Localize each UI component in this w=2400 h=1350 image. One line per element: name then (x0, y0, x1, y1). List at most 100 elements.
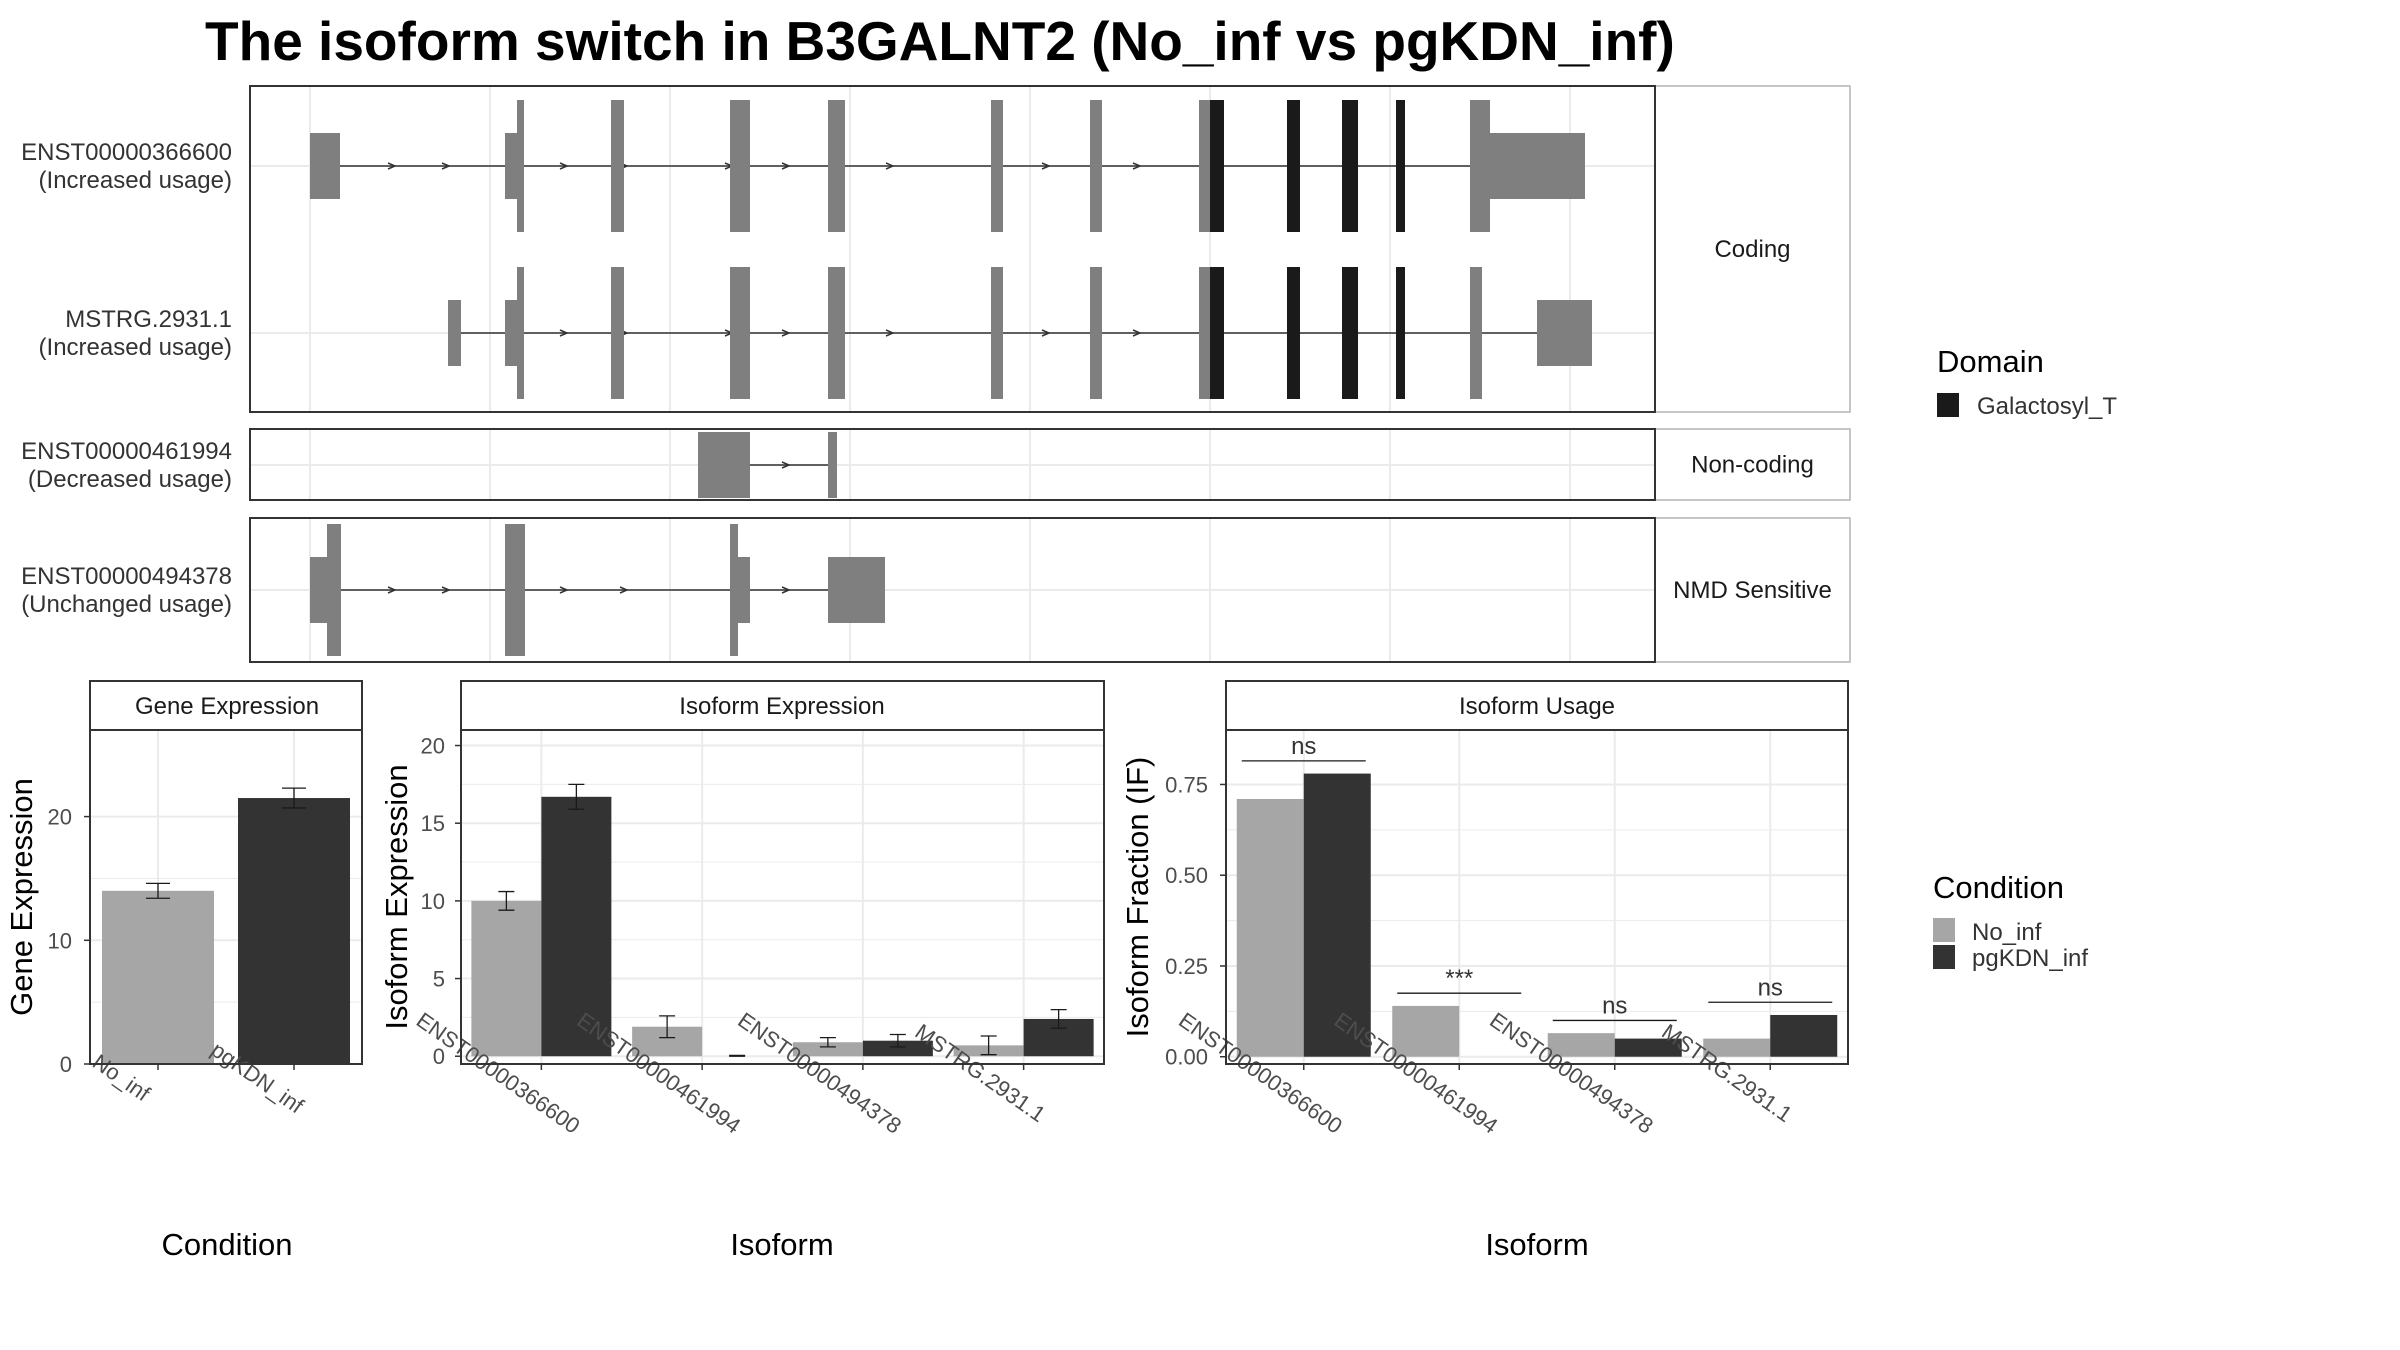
direction-arrow (781, 586, 791, 594)
direction-arrow (781, 461, 791, 469)
domain-exon (1396, 100, 1405, 232)
condition-legend-title: Condition (1933, 870, 2064, 905)
significance-label: *** (1445, 965, 1473, 992)
direction-arrow (1041, 329, 1051, 337)
significance-annotation: ns (1552, 992, 1677, 1022)
bar (1703, 1038, 1771, 1057)
domain-exon (1287, 100, 1300, 232)
domain-legend-title: Domain (1937, 344, 2044, 379)
y-tick-label: 20 (48, 805, 72, 830)
chart-panel-1: 05101520ENST00000366600ENST00000461994EN… (379, 680, 1105, 1262)
direction-arrow (619, 586, 629, 594)
bar (471, 900, 542, 1057)
isoform-usage-label: (Increased usage) (39, 167, 232, 194)
isoform-name-label: MSTRG.2931.1 (65, 306, 232, 333)
facet-background (250, 86, 1655, 412)
exon (828, 432, 837, 498)
isoform-usage-label: (Decreased usage) (28, 466, 232, 493)
exon (1090, 100, 1102, 232)
y-tick-label: 20 (421, 734, 445, 759)
exon (327, 524, 341, 656)
facet-frame (249, 85, 1656, 413)
direction-arrow (1132, 329, 1142, 337)
condition-legend-label-pgkdn-inf: pgKDN_inf (1972, 945, 2088, 972)
chart-title: Isoform Usage (1459, 693, 1615, 720)
exon (1090, 267, 1102, 399)
exon (730, 524, 738, 656)
y-axis-title: Isoform Expression (379, 764, 414, 1029)
exon (505, 133, 519, 199)
domain-exon (1210, 100, 1224, 232)
error-bar (282, 787, 306, 809)
exon (730, 267, 750, 399)
error-bar (980, 1035, 997, 1056)
exon (1199, 100, 1211, 232)
facet-strip-label: Non-coding (1691, 452, 1814, 479)
error-bar (498, 890, 515, 911)
x-axis-title: Condition (162, 1227, 293, 1262)
facet-strip (1654, 85, 1851, 413)
facet-frame (249, 517, 1656, 663)
figure-title: The isoform switch in B3GALNT2 (No_inf v… (205, 10, 1675, 72)
direction-arrow (387, 162, 397, 170)
significance-label: ns (1602, 992, 1627, 1019)
exon (991, 267, 1003, 399)
facet-strip (1654, 428, 1851, 501)
domain-exon (1287, 267, 1300, 399)
domain-exon (1396, 267, 1405, 399)
direction-arrow (559, 586, 569, 594)
exon (828, 100, 845, 232)
y-tick-label: 0 (60, 1052, 72, 1077)
isoform-track-3 (310, 524, 885, 656)
facet-strip (460, 680, 1105, 731)
bar (1392, 1005, 1460, 1057)
facet-frame (249, 428, 1656, 501)
domain-exon (1210, 267, 1224, 399)
bar (1614, 1038, 1682, 1057)
significance-annotation: ns (1708, 974, 1833, 1003)
exon (1540, 300, 1592, 366)
condition-legend-label-no-inf: No_inf (1972, 919, 2042, 946)
exon (611, 100, 624, 232)
y-tick-label: 0.25 (1165, 954, 1208, 979)
x-axis-title: Isoform (1485, 1227, 1588, 1262)
significance-label: ns (1291, 733, 1316, 760)
exon (828, 557, 885, 623)
isoform-name-label: ENST00000366600 (21, 139, 232, 166)
exon (698, 432, 750, 498)
exon (730, 100, 750, 232)
condition-legend: Condition No_inf pgKDN_inf (1933, 870, 2088, 972)
isoform-name-label: ENST00000461994 (21, 438, 232, 465)
y-tick-label: 0.50 (1165, 863, 1208, 888)
exon (517, 100, 524, 232)
direction-arrow (441, 586, 451, 594)
error-bar (819, 1036, 836, 1048)
facet-strip (1225, 680, 1849, 731)
bar (862, 1040, 933, 1057)
significance-annotation: ns (1241, 733, 1366, 762)
bar (102, 890, 214, 1064)
y-tick-label: 10 (48, 928, 72, 953)
domain-legend: Domain Galactosyl_T (1937, 344, 2117, 420)
isoform-name-label: ENST00000494378 (21, 563, 232, 590)
error-bar (1050, 1008, 1067, 1029)
bar (1547, 1033, 1615, 1057)
exon (517, 267, 524, 399)
isoform-structure-panel: Coding Non-coding NMD Sensitive ENST0000036… (21, 85, 1851, 663)
exon (828, 267, 845, 399)
error-bar (568, 783, 585, 810)
domain-exon (1342, 100, 1358, 232)
facet-strip (1654, 517, 1851, 663)
facet-strip (89, 680, 363, 731)
x-axis-title: Isoform (730, 1227, 833, 1262)
y-tick-label: 10 (421, 889, 445, 914)
error-bar (889, 1033, 906, 1048)
exon (310, 557, 330, 623)
direction-arrow (387, 586, 397, 594)
exon (735, 557, 750, 623)
exon (505, 300, 519, 366)
direction-arrow (441, 162, 451, 170)
